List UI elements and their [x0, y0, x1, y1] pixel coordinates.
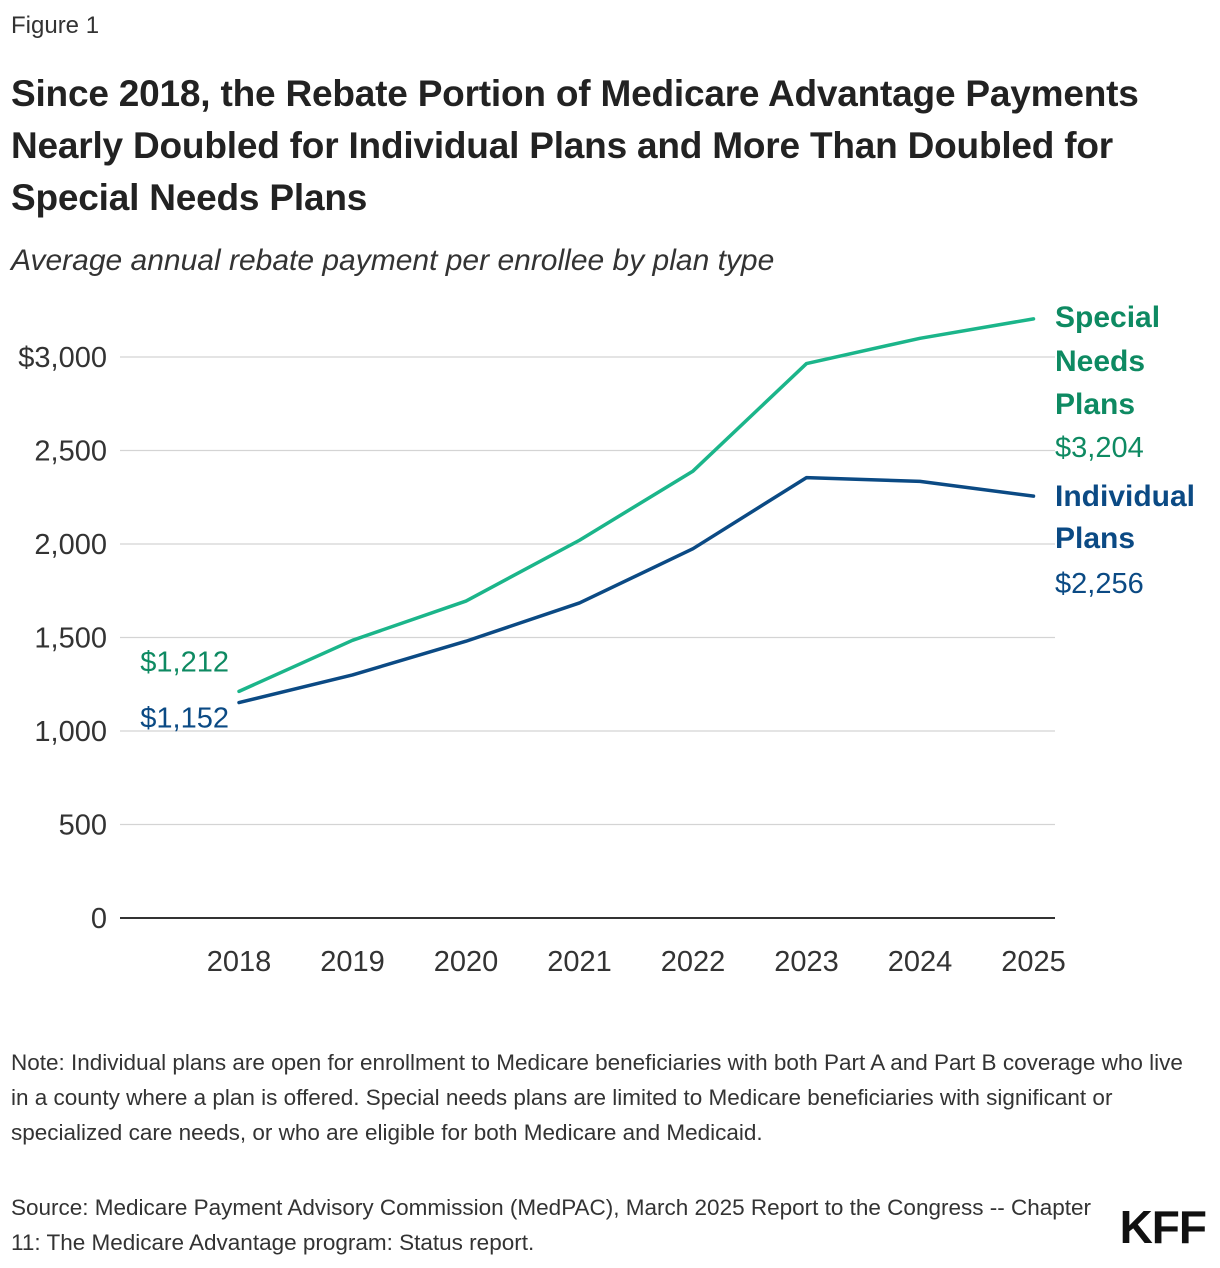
chart-source: Source: Medicare Payment Advisory Commis…	[11, 1195, 1092, 1255]
series-name-label: Needs	[1055, 345, 1145, 378]
x-tick-label: 2023	[774, 946, 839, 978]
y-tick-label: 2,500	[34, 436, 107, 468]
x-tick-label: 2024	[888, 946, 953, 978]
chart-title: Since 2018, the Rebate Portion of Medica…	[11, 73, 1139, 218]
special-needs-plans-line	[237, 317, 1036, 694]
series-name-label: Plans	[1055, 388, 1135, 421]
x-tick-label: 2021	[547, 946, 612, 978]
y-tick-label: 500	[59, 810, 107, 842]
kff-logo: KFF	[1119, 1201, 1207, 1253]
x-tick-label: 2022	[661, 946, 726, 978]
figure-label: Figure 1	[11, 12, 100, 39]
x-tick-label: 2018	[207, 946, 272, 978]
y-tick-label: 1,000	[34, 716, 107, 748]
y-tick-label: $3,000	[18, 342, 107, 374]
x-tick-label: 2020	[434, 946, 499, 978]
individual-plans-line	[237, 475, 1036, 705]
start-value-label: $1,152	[140, 703, 229, 735]
end-value-label: $3,204	[1055, 432, 1144, 464]
chart-subtitle: Average annual rebate payment per enroll…	[11, 244, 775, 277]
x-tick-label: 2025	[1001, 946, 1066, 978]
series-name-label: Individual	[1055, 480, 1195, 513]
end-value-label: $2,256	[1055, 568, 1144, 600]
series-name-label: Plans	[1055, 522, 1135, 555]
chart-note: Note: Individual plans are open for enro…	[11, 1050, 1183, 1145]
line-chart: 0 500 1,000 1,500 2,000 2,500 $3,000 2018 2019 20…	[18, 301, 1195, 978]
x-tick-label: 2019	[320, 946, 385, 978]
y-tick-label: 2,000	[34, 529, 107, 561]
series-name-label: Special	[1055, 301, 1160, 334]
y-tick-label: 0	[91, 903, 107, 935]
start-value-label: $1,212	[140, 646, 229, 678]
y-tick-label: 1,500	[34, 623, 107, 655]
